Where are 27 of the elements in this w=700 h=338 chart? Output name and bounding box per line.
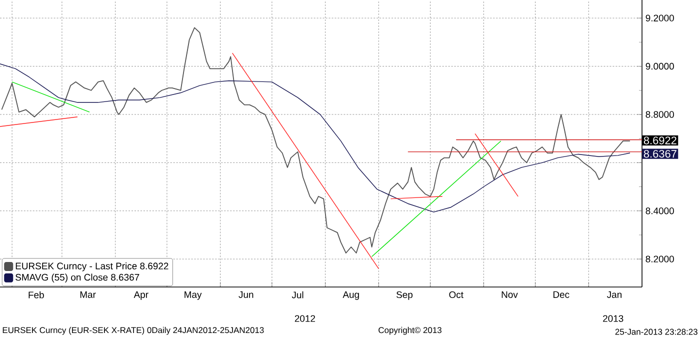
y-tick-label: 9.2000 bbox=[646, 14, 674, 22]
text: EURSEK Curncy (EUR-SEK X-RATE) 0Daily 24JAN2012-25JAN2013 bbox=[2, 326, 264, 335]
legend-label: SMAVG (55) on Close 8.6367 bbox=[16, 274, 140, 282]
x-tick-label: Oct bbox=[449, 291, 464, 298]
y-tick-label: 8.4000 bbox=[646, 208, 674, 214]
x-tick-label: Jul bbox=[292, 291, 304, 298]
x-tick-label: Apr bbox=[134, 291, 148, 300]
y-tick-label: 8.8000 bbox=[646, 111, 674, 118]
x-tick-label: Feb bbox=[28, 291, 44, 298]
x-tick-label: Jan bbox=[606, 291, 622, 298]
legend-label: EURSEK Curncy - Last Price 8.6922 bbox=[16, 262, 168, 272]
x-tick-label: Mar bbox=[80, 291, 96, 298]
x-tick-label: Sep bbox=[396, 291, 413, 300]
x-tick-label: Jun bbox=[238, 291, 254, 298]
x-tick-label: May bbox=[184, 291, 202, 300]
x-tick-label: Nov bbox=[502, 291, 518, 298]
text: Copyright© 2013 bbox=[378, 326, 442, 335]
y-tick-label: 9.0000 bbox=[646, 62, 674, 70]
x-tick-label: Dec bbox=[553, 291, 570, 298]
y-tick-label: 8.2000 bbox=[646, 256, 674, 262]
text: 2013 bbox=[603, 315, 624, 322]
line-series bbox=[0, 64, 630, 212]
annotation: 8.6367 bbox=[644, 150, 676, 158]
x-tick-label: Aug bbox=[342, 291, 359, 300]
text: 25-Jan-2013 23:28:23 bbox=[615, 328, 698, 335]
annotation: 8.6922 bbox=[644, 136, 676, 144]
text: 2012 bbox=[294, 315, 316, 322]
